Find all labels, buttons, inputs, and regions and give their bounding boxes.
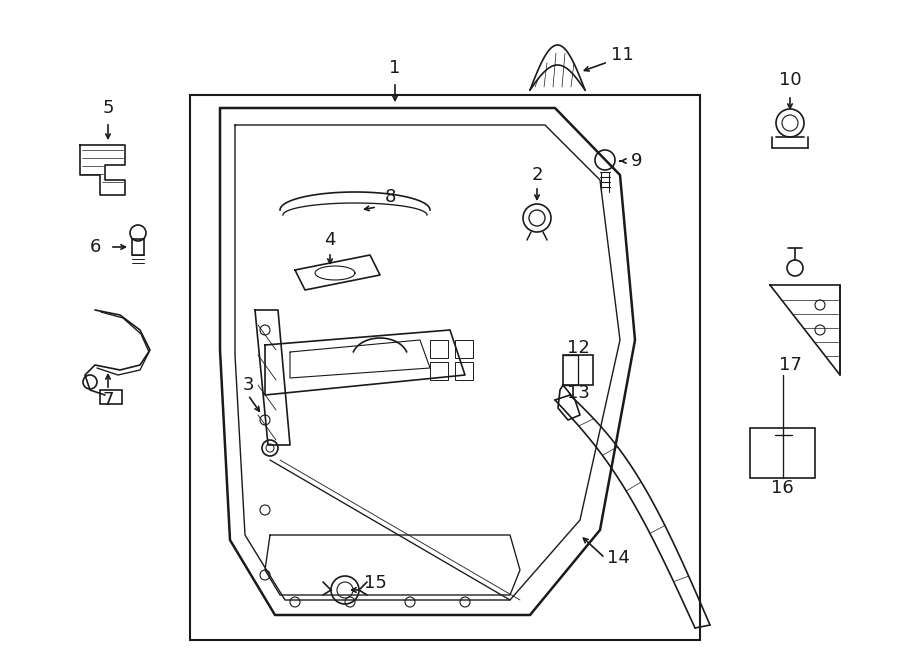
Text: 16: 16 — [770, 479, 794, 497]
Bar — [455, 362, 473, 380]
Text: 1: 1 — [390, 59, 400, 77]
Bar — [750, 428, 815, 478]
Text: 9: 9 — [631, 152, 643, 170]
Text: 8: 8 — [384, 188, 396, 206]
Text: 15: 15 — [364, 574, 386, 592]
Text: 2: 2 — [531, 166, 543, 184]
Text: 12: 12 — [567, 339, 590, 357]
Bar — [100, 390, 122, 404]
Text: 14: 14 — [607, 549, 629, 567]
Text: 11: 11 — [610, 46, 634, 64]
Bar — [190, 95, 700, 640]
Bar — [430, 362, 448, 380]
Text: 4: 4 — [324, 231, 336, 249]
Text: 7: 7 — [103, 391, 113, 409]
Text: 10: 10 — [778, 71, 801, 89]
Text: 17: 17 — [778, 356, 801, 374]
Bar — [455, 340, 473, 358]
Text: 6: 6 — [89, 238, 101, 256]
Bar — [132, 239, 144, 255]
Text: 13: 13 — [567, 384, 590, 402]
Text: 3: 3 — [242, 376, 254, 394]
Bar — [430, 340, 448, 358]
Bar — [563, 355, 593, 385]
Text: 5: 5 — [103, 99, 113, 117]
